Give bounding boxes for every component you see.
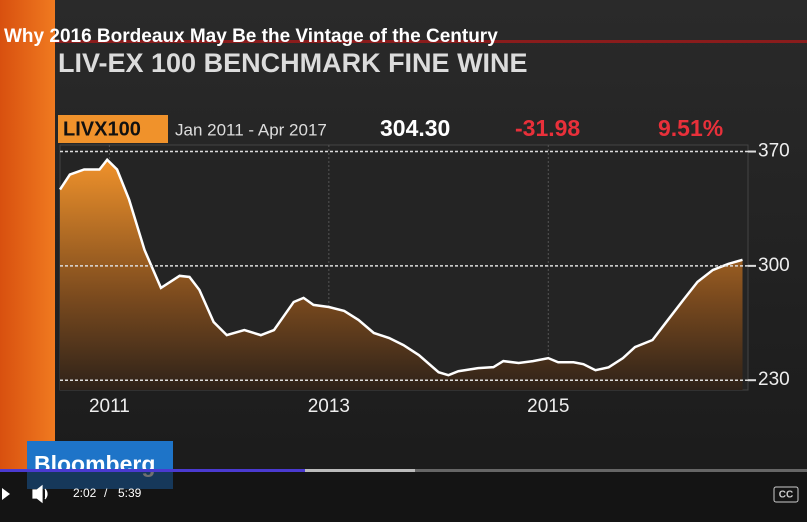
x-tick-label: 2015 — [527, 396, 569, 417]
header-rule — [55, 40, 807, 43]
side-strip — [0, 0, 55, 470]
area — [60, 159, 743, 390]
x-tick-label: 2013 — [308, 396, 350, 417]
change-pct: 9.51% — [658, 115, 723, 141]
chart-title: LIV-EX 100 BENCHMARK FINE WINE — [58, 48, 528, 78]
time-total: 5:39 — [118, 486, 142, 500]
last-value: 304.30 — [380, 115, 450, 141]
y-tick-label: 230 — [758, 369, 790, 390]
line — [58, 157, 743, 377]
y-tick-label: 300 — [758, 255, 790, 276]
ticker-box — [58, 115, 168, 143]
period: Jan 2011 - Apr 2017 — [175, 120, 327, 139]
cc-box[interactable] — [773, 486, 799, 503]
volume-button[interactable] — [32, 484, 48, 504]
controls-bar — [0, 472, 807, 522]
cc-button[interactable]: CC — [779, 490, 793, 501]
play-button[interactable] — [2, 488, 10, 500]
y-tick-label: 370 — [758, 141, 790, 162]
time-current: 2:02 — [73, 486, 97, 500]
video-title[interactable]: Why 2016 Bordeaux May Be the Vintage of … — [4, 26, 498, 47]
progress-played — [0, 469, 305, 472]
ticker: LIVX100 — [63, 118, 141, 140]
change: -31.98 — [515, 115, 580, 141]
time-sep: / — [104, 486, 108, 500]
plot: 2011 2013 2015 230 300 370 — [58, 141, 790, 417]
x-tick-label: 2011 — [89, 396, 130, 417]
